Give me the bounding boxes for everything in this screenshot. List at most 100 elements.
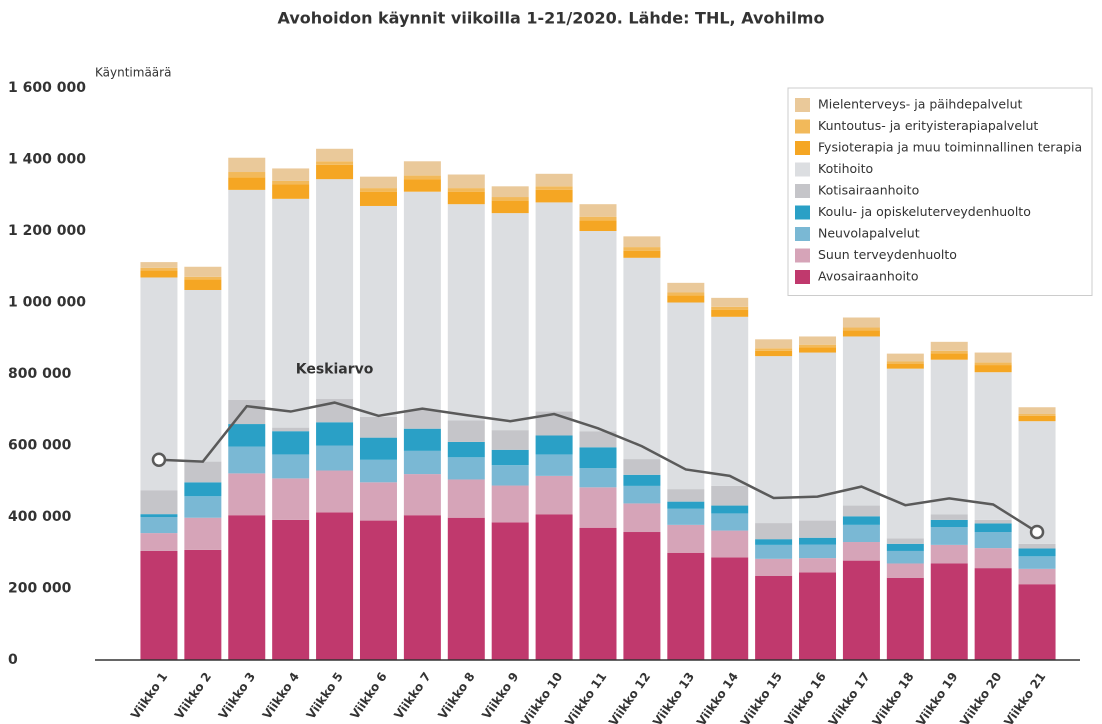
bar-segment xyxy=(184,461,222,483)
bar-segment xyxy=(228,177,266,190)
bar-segment xyxy=(535,186,573,190)
legend-swatch xyxy=(795,162,810,177)
bar-segment xyxy=(1018,568,1056,585)
bar-segment xyxy=(974,352,1012,363)
bar-segment xyxy=(579,431,617,448)
x-tick-label: Viikko 19 xyxy=(913,670,960,724)
bar-segment xyxy=(974,372,1012,520)
bar-segment xyxy=(711,316,749,486)
bar-segment xyxy=(711,513,749,531)
bar-segment xyxy=(842,505,880,517)
bar-segment xyxy=(272,454,310,479)
bar-segment xyxy=(799,336,837,345)
bar-segment xyxy=(755,348,793,351)
y-tick-label: 200 000 xyxy=(8,581,72,597)
legend-label: Mielenterveys- ja päihdepalvelut xyxy=(818,97,1023,112)
bar-segment xyxy=(667,292,705,296)
bar-segment xyxy=(755,356,793,524)
bar-segment xyxy=(403,450,441,475)
x-tick-label: Viikko 15 xyxy=(738,670,785,724)
bar-segment xyxy=(228,473,266,516)
bar-segment xyxy=(535,514,573,660)
bar-segment xyxy=(711,309,749,317)
bar-segment xyxy=(842,516,880,525)
x-tick-label: Viikko 5 xyxy=(304,670,346,722)
bar-segment xyxy=(667,302,705,490)
bar-segment xyxy=(842,524,880,543)
legend-label: Avosairaanhoito xyxy=(818,269,918,284)
bar-segment xyxy=(447,204,485,421)
bar-segment xyxy=(886,563,924,578)
bar-segment xyxy=(403,161,441,176)
bar-segment xyxy=(842,336,880,506)
bar-segment xyxy=(491,465,529,486)
bar-segment xyxy=(930,359,968,515)
bar-segment xyxy=(579,231,617,432)
legend-label: Neuvolapalvelut xyxy=(818,226,920,241)
bar-segment xyxy=(272,427,310,432)
bar-segment xyxy=(842,317,880,328)
bar-segment xyxy=(799,572,837,660)
bar-segment xyxy=(930,563,968,660)
bar-segment xyxy=(930,353,968,360)
bar-segment xyxy=(228,399,266,425)
bar-segment xyxy=(184,266,222,277)
bar-segment xyxy=(667,295,705,303)
bar-segment xyxy=(842,327,880,331)
legend-label: Kotihoito xyxy=(818,161,873,176)
legend-swatch xyxy=(795,184,810,198)
x-tick-label: Viikko 20 xyxy=(957,670,1004,724)
bar-segment xyxy=(447,174,485,189)
bar-segment xyxy=(886,353,924,362)
bar-segment xyxy=(140,550,178,660)
bar-segment xyxy=(491,200,529,214)
bar-segment xyxy=(1018,584,1056,660)
bar-segment xyxy=(799,544,837,559)
bar-segment xyxy=(579,527,617,660)
bar-segment xyxy=(140,262,178,268)
bar-segment xyxy=(842,542,880,561)
bar-segment xyxy=(447,191,485,205)
bar-segment xyxy=(403,428,441,451)
y-tick-label: 1 000 000 xyxy=(8,295,86,311)
bar-segment xyxy=(755,339,793,349)
bar-segment xyxy=(491,449,529,466)
bar-segment xyxy=(228,515,266,660)
bar-segment xyxy=(316,470,354,513)
bar-segment xyxy=(799,558,837,573)
bar-segment xyxy=(316,148,354,162)
bar-segment xyxy=(711,485,749,506)
bar-segment xyxy=(140,514,178,517)
bar-segment xyxy=(974,365,1012,373)
bar-segment xyxy=(272,198,310,428)
legend-label: Suun terveydenhuolto xyxy=(818,247,957,262)
bar-segment xyxy=(535,189,573,203)
x-tick-label: Viikko 18 xyxy=(870,670,917,724)
bar-segment xyxy=(316,512,354,660)
bar-segment xyxy=(447,420,485,442)
bar-segment xyxy=(799,520,837,538)
bar-segment xyxy=(272,431,310,455)
bar-segment xyxy=(359,437,397,460)
x-tick-label: Viikko 7 xyxy=(391,670,433,722)
bar-segment xyxy=(535,454,573,476)
legend-label: Fysioterapia ja muu toiminnallinen terap… xyxy=(818,140,1082,155)
bar-segment xyxy=(535,173,573,187)
bar-segment xyxy=(711,306,749,310)
bar-segment xyxy=(140,267,178,271)
legend-box xyxy=(787,87,1093,296)
bar-segment xyxy=(579,204,617,217)
bar-segment xyxy=(974,548,1012,569)
bar-segment xyxy=(930,527,968,545)
bar-segment xyxy=(623,474,661,486)
chart-title: Avohoidon käynnit viikoilla 1-21/2020. L… xyxy=(278,9,825,28)
bar-segment xyxy=(930,519,968,528)
bar-segment xyxy=(579,447,617,469)
bar-segment xyxy=(623,485,661,504)
bar-segment xyxy=(316,422,354,446)
bar-segment xyxy=(623,250,661,258)
bar-segment xyxy=(886,363,924,369)
bar-segment xyxy=(755,523,793,540)
bar-segment xyxy=(623,236,661,248)
